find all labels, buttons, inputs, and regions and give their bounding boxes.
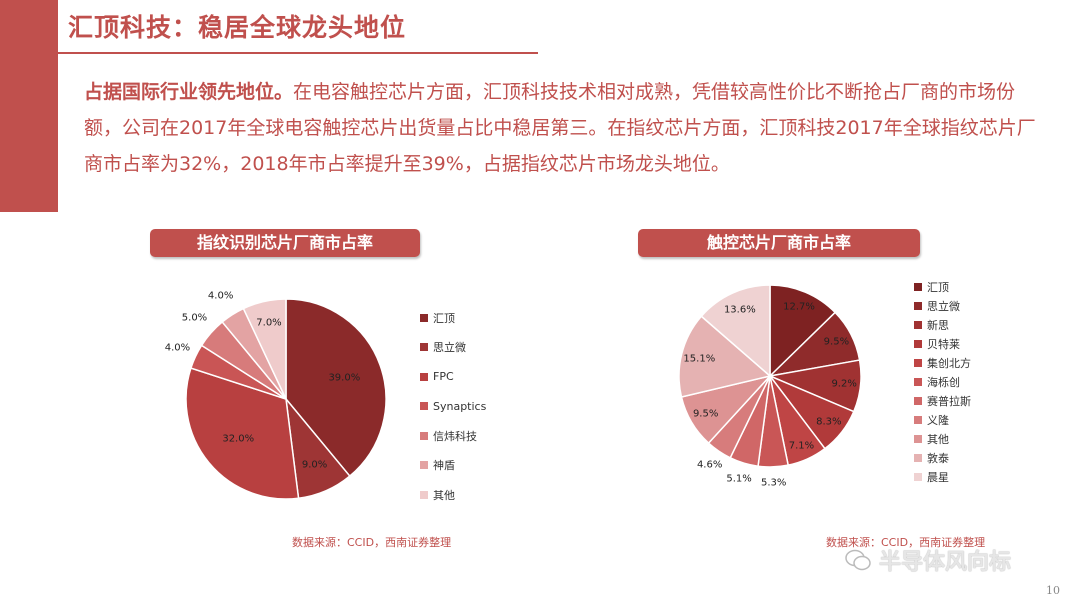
intro-lead: 占据国际行业领先地位。 (84, 81, 294, 103)
legend-label: 敦泰 (927, 452, 949, 466)
legend-swatch (420, 490, 428, 499)
legend-item: Synaptics (420, 392, 486, 422)
data-label: 15.1% (683, 353, 716, 365)
legend-label: 神盾 (433, 459, 455, 473)
page-title: 汇顶科技：稳居全球龙头地位 (68, 13, 407, 42)
intro-body: 在电容触控芯片方面，汇顶科技技术相对成熟，凭借较高性价比不断抢占厂商的市场份额，… (84, 81, 1036, 175)
data-label: 9.2% (831, 378, 857, 390)
chart1-title: 指纹识别芯片厂商市占率 (150, 229, 420, 257)
legend-label: 集创北方 (927, 356, 971, 370)
legend-item: 敦泰 (914, 449, 971, 468)
legend-label: 海栎创 (927, 376, 960, 390)
legend-item: 新思 (914, 315, 971, 334)
pie-slice-7 (242, 298, 287, 400)
legend-item: 信炜科技 (420, 421, 486, 451)
legend-swatch (914, 416, 922, 425)
legend-item: 神盾 (420, 451, 486, 481)
legend-item: 贝特莱 (914, 334, 971, 353)
chart2-title: 触控芯片厂商市占率 (638, 229, 920, 257)
legend-item: 其他 (914, 430, 971, 449)
legend-item: 思立微 (420, 333, 486, 363)
data-label: 39.0% (328, 372, 361, 384)
data-label: 9.5% (823, 336, 850, 348)
legend-label: 信炜科技 (433, 429, 477, 443)
legend-item: 义隆 (914, 411, 971, 430)
legend-swatch (914, 282, 922, 291)
legend-swatch (420, 461, 428, 470)
data-label: 5.0% (181, 312, 208, 324)
legend-label: 汇顶 (927, 280, 949, 294)
legend-fingerprint: 汇顶思立微 FPC Synaptics 信炜科技神盾其他 (420, 303, 486, 510)
pie-chart-fingerprint (185, 298, 387, 500)
pie-slice-11 (700, 284, 771, 378)
page-number: 10 (1046, 584, 1060, 597)
legend-label: 汇顶 (433, 311, 455, 325)
legend-label: 思立微 (433, 341, 466, 355)
data-label: 4.0% (164, 342, 191, 354)
wechat-icon (845, 549, 871, 571)
legend-item: 汇顶 (914, 277, 971, 296)
legend-touch: 汇顶思立微新思贝特莱集创北方海栎创赛普拉斯义隆其他敦泰晨星 (914, 277, 971, 487)
data-label: 9.0% (301, 459, 328, 471)
data-label: 7.1% (788, 440, 815, 452)
data-label: 4.6% (696, 459, 723, 471)
legend-item: 集创北方 (914, 353, 971, 372)
legend-swatch (914, 397, 922, 406)
legend-swatch (420, 431, 428, 440)
side-accent-bar (0, 0, 58, 212)
legend-swatch (914, 454, 922, 463)
pie-slice-3 (185, 367, 300, 500)
legend-item: FPC (420, 362, 486, 392)
legend-item: 汇顶 (420, 303, 486, 333)
watermark-text: 半导体风向标 (879, 550, 1012, 575)
legend-label: 思立微 (927, 299, 960, 313)
data-label: 9.5% (692, 408, 719, 420)
legend-item: 赛普拉斯 (914, 392, 971, 411)
data-label: 5.1% (726, 473, 752, 485)
source-note-1: 数据来源：CCID，西南证券整理 (292, 536, 452, 549)
data-label: 5.3% (761, 477, 787, 489)
intro-paragraph: 占据国际行业领先地位。在电容触控芯片方面，汇顶科技技术相对成熟，凭借较高性价比不… (84, 74, 1044, 182)
data-label: 13.6% (723, 304, 756, 316)
legend-swatch (914, 301, 922, 310)
legend-swatch (420, 372, 428, 381)
legend-swatch (914, 435, 922, 444)
legend-swatch (420, 313, 428, 322)
legend-item: 其他 (420, 480, 486, 510)
legend-label: 其他 (927, 433, 949, 447)
legend-label: 赛普拉斯 (927, 395, 971, 409)
pie-slice-1 (769, 284, 837, 378)
legend-swatch (914, 378, 922, 387)
legend-swatch (914, 358, 922, 367)
data-label: 4.0% (207, 290, 234, 302)
pie-slice-1 (285, 298, 387, 478)
legend-item: 晨星 (914, 468, 971, 487)
legend-swatch (914, 320, 922, 329)
data-label: 8.3% (816, 416, 842, 428)
legend-swatch (420, 402, 428, 411)
data-label: 7.0% (256, 317, 282, 329)
source-note-2: 数据来源：CCID，西南证券整理 (826, 536, 986, 549)
legend-label: 晨星 (927, 471, 949, 485)
legend-label: 其他 (433, 488, 455, 502)
legend-item: 海栎创 (914, 372, 971, 391)
pie-chart-touch (678, 284, 862, 468)
legend-swatch (420, 343, 428, 352)
legend-label: Synaptics (433, 399, 487, 413)
legend-swatch (914, 473, 922, 482)
legend-label: 义隆 (927, 414, 949, 428)
legend-item: 思立微 (914, 296, 971, 315)
legend-label: 贝特莱 (927, 337, 960, 351)
legend-swatch (914, 339, 922, 348)
pie-slice-10 (678, 315, 772, 398)
legend-label: 新思 (927, 318, 949, 332)
data-label: 32.0% (222, 433, 255, 445)
data-label: 12.7% (783, 301, 815, 313)
legend-label: FPC (433, 370, 454, 384)
title-underline (58, 52, 538, 54)
watermark: 半导体风向标 (845, 544, 1011, 576)
